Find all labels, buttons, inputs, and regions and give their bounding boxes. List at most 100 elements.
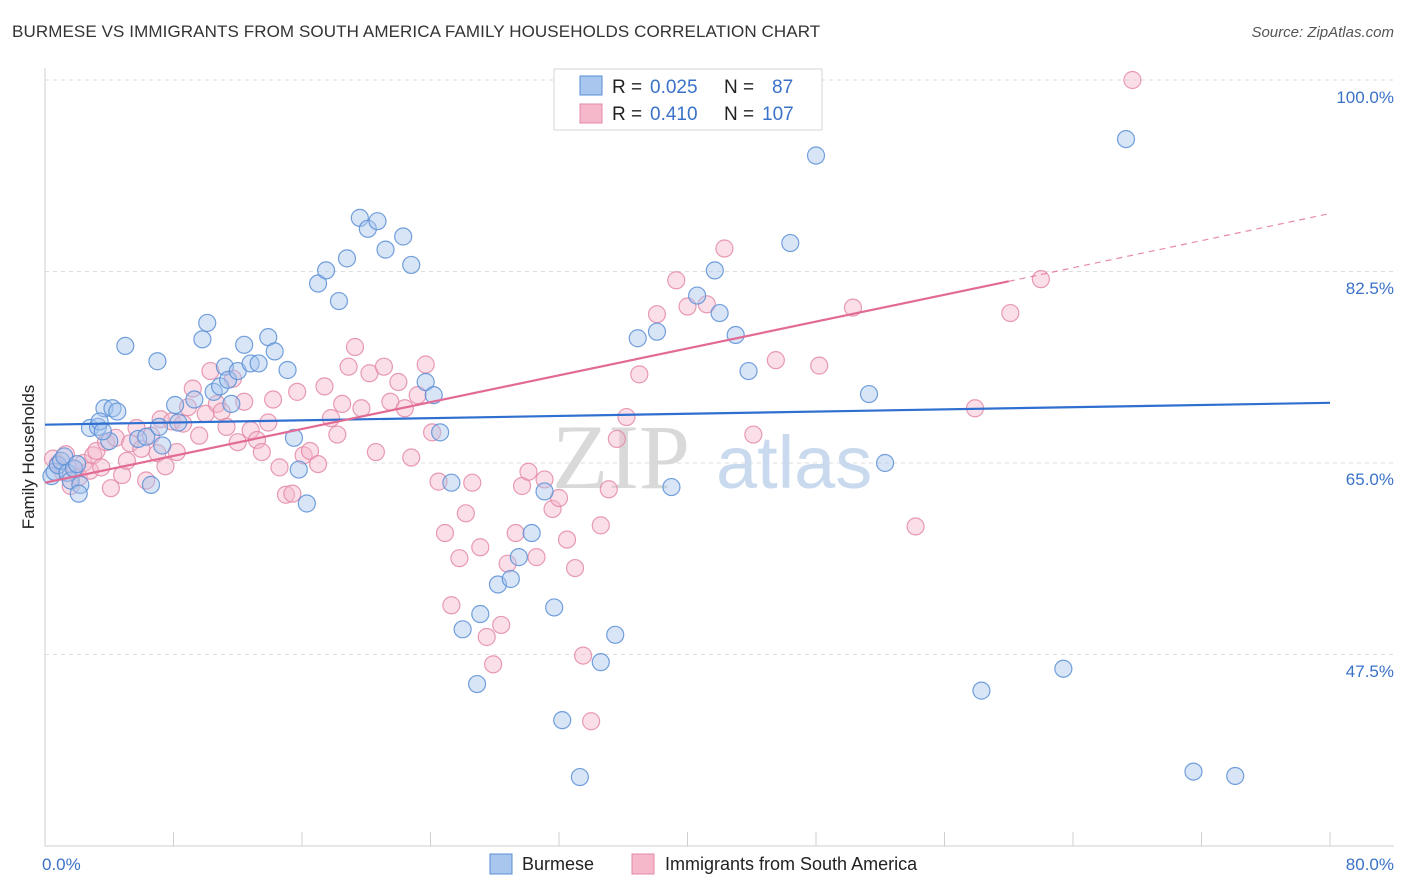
point-immigrants-65	[408, 386, 427, 405]
point-burmese-24	[153, 436, 172, 455]
trend-lines	[44, 212, 1331, 484]
point-burmese-85	[972, 681, 991, 700]
point-immigrants-89	[582, 712, 601, 731]
point-immigrants-93	[617, 407, 636, 427]
point-immigrants-69	[435, 523, 455, 543]
point-immigrants-79	[506, 523, 525, 543]
point-immigrants-103	[843, 298, 863, 317]
point-burmese-83	[859, 384, 879, 404]
legend-n-label-burmese: N =	[724, 77, 754, 98]
point-immigrants-107	[1031, 270, 1050, 289]
point-burmese-47	[316, 261, 336, 280]
point-burmese-19	[116, 336, 135, 356]
point-immigrants-13	[101, 479, 120, 498]
point-immigrants-59	[366, 442, 385, 462]
point-immigrants-100	[744, 425, 763, 444]
point-immigrants-66	[416, 355, 435, 374]
point-immigrants-101	[766, 351, 785, 370]
point-immigrants-45	[276, 485, 296, 504]
bottom-legend-label-burmese: Burmese	[522, 854, 594, 874]
trend-line-immigrants-extrapolated	[1008, 212, 1331, 282]
trend-line-burmese	[44, 401, 1331, 426]
point-immigrants-72	[456, 504, 475, 523]
bottom-legend-label-immigrants: Immigrants from South America	[665, 854, 918, 874]
point-immigrants-99	[715, 239, 734, 258]
point-burmese-49	[337, 249, 357, 268]
series-immigrants-from-south-america	[43, 70, 1142, 731]
x-tick-label-min: 0.0%	[42, 855, 81, 874]
point-burmese-62	[471, 604, 490, 624]
chart-title: BURMESE VS IMMIGRANTS FROM SOUTH AMERICA…	[12, 22, 821, 41]
legend-n-value-immigrants: 107	[762, 104, 794, 125]
point-burmese-53	[376, 240, 395, 259]
point-burmese-64	[501, 569, 520, 589]
point-immigrants-46	[283, 484, 302, 503]
y-tick-label-65: 65.0%	[1346, 470, 1394, 489]
point-burmese-74	[647, 322, 667, 341]
point-immigrants-41	[252, 442, 271, 462]
point-immigrants-43	[263, 390, 283, 409]
point-burmese-10	[69, 484, 88, 503]
point-burmese-43	[284, 428, 304, 447]
trend-line-immigrants	[44, 280, 1009, 484]
point-burmese-30	[198, 313, 217, 333]
point-immigrants-78	[498, 554, 517, 573]
point-burmese-88	[1184, 762, 1203, 781]
point-burmese-71	[591, 653, 610, 672]
point-burmese-22	[141, 475, 161, 494]
point-immigrants-50	[308, 454, 328, 474]
point-burmese-15	[103, 399, 122, 418]
point-immigrants-32	[201, 361, 220, 381]
y-tick-labels: 47.5% 65.0% 82.5% 100.0%	[1336, 88, 1394, 681]
point-immigrants-82	[527, 548, 546, 567]
point-burmese-37	[235, 335, 254, 354]
point-immigrants-11	[92, 458, 111, 477]
point-burmese-17	[100, 432, 119, 451]
point-burmese-78	[710, 303, 729, 323]
point-immigrants-75	[477, 627, 496, 647]
point-immigrants-60	[374, 357, 394, 376]
point-burmese-48	[329, 291, 349, 311]
point-burmese-35	[222, 394, 241, 414]
point-immigrants-96	[667, 271, 686, 290]
point-immigrants-44	[270, 458, 289, 477]
point-immigrants-102	[810, 356, 829, 375]
point-immigrants-24	[156, 457, 175, 476]
watermark-atlas: atlas	[716, 421, 872, 504]
point-immigrants-73	[463, 473, 482, 492]
point-burmese-28	[185, 390, 204, 409]
point-burmese-29	[193, 330, 212, 349]
source-credit: Source: ZipAtlas.com	[1251, 24, 1394, 41]
point-immigrants-53	[328, 425, 347, 444]
series-burmese	[42, 129, 1245, 787]
point-burmese-68	[545, 598, 564, 617]
point-immigrants-84	[543, 499, 562, 519]
y-tick-label-100: 100.0%	[1336, 88, 1394, 107]
point-burmese-23	[148, 352, 167, 371]
point-burmese-18	[93, 422, 112, 441]
bottom-legend-swatch-burmese	[489, 853, 513, 875]
point-burmese-16	[108, 402, 127, 421]
point-burmese-8	[68, 454, 87, 474]
point-immigrants-90	[591, 516, 610, 535]
point-immigrants-74	[471, 538, 490, 557]
point-immigrants-47	[288, 382, 307, 401]
point-immigrants-54	[333, 394, 352, 414]
point-immigrants-62	[389, 372, 408, 392]
point-burmese-61	[467, 674, 487, 694]
point-burmese-46	[308, 274, 328, 293]
point-immigrants-76	[484, 655, 503, 674]
point-immigrants-91	[599, 480, 618, 499]
point-immigrants-86	[557, 530, 577, 549]
point-immigrants-81	[519, 462, 538, 481]
point-burmese-59	[442, 473, 461, 492]
point-burmese-41	[265, 342, 284, 361]
y-axis-title: Family Households	[19, 385, 38, 530]
point-burmese-42	[278, 360, 297, 380]
x-axis-ticks	[44, 832, 1331, 846]
point-immigrants-68	[429, 472, 448, 491]
point-burmese-65	[509, 548, 528, 567]
point-immigrants-55	[339, 357, 358, 376]
point-burmese-76	[688, 286, 707, 305]
point-burmese-21	[137, 427, 156, 446]
